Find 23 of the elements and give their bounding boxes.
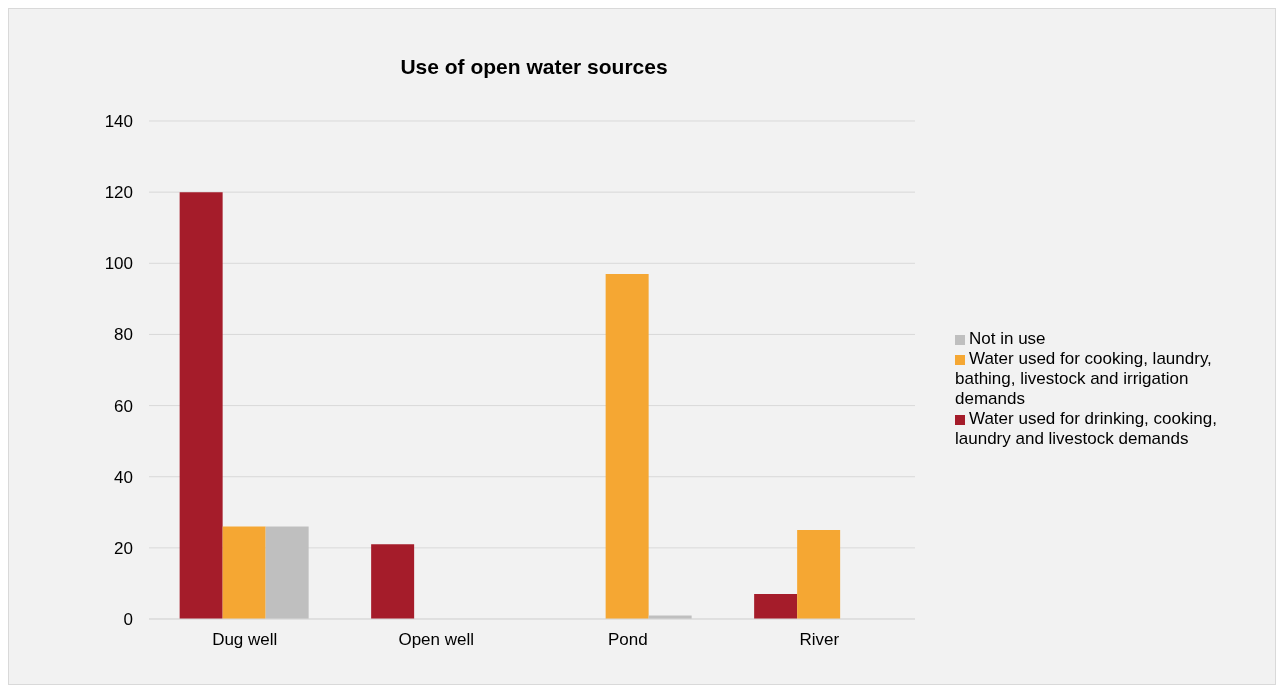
- y-tick-label: 40: [114, 467, 133, 487]
- x-tick-label: River: [799, 630, 840, 650]
- bar: [754, 594, 798, 619]
- bar: [265, 526, 309, 619]
- chart-title: Use of open water sources: [399, 55, 669, 79]
- y-tick-label: 80: [114, 325, 133, 345]
- x-tick-label: Open well: [398, 630, 475, 650]
- bar: [605, 273, 649, 619]
- bar: [179, 192, 223, 619]
- bar: [797, 530, 841, 619]
- y-tick-label: 140: [104, 112, 133, 132]
- legend-label: Not in use: [969, 329, 1046, 348]
- y-tick-label: 0: [123, 610, 133, 630]
- legend-label: Water used for cooking, laundry, bathing, livestock and irrigation demands: [955, 349, 1212, 408]
- y-tick-label: 120: [104, 183, 133, 203]
- x-tick-label: Pond: [607, 630, 648, 650]
- bar: [371, 544, 415, 619]
- bar: [222, 526, 266, 619]
- legend-label: Water used for drinking, cooking, laundry and livestock demands: [955, 409, 1217, 448]
- y-tick-label: 20: [114, 538, 133, 558]
- x-tick-label: Dug well: [212, 630, 278, 650]
- y-tick-label: 100: [104, 254, 133, 274]
- y-tick-label: 60: [114, 396, 133, 416]
